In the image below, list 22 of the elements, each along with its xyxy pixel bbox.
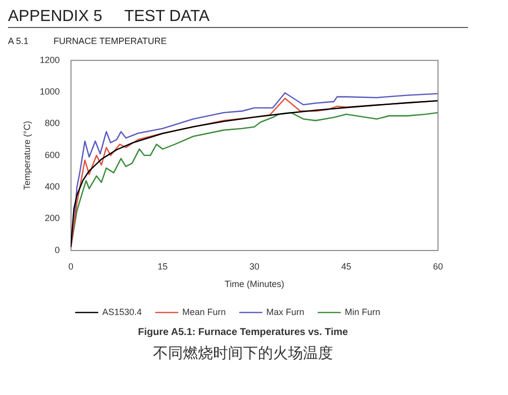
y-tick-label: 200 [44,213,60,224]
y-tick-label: 1200 [40,54,60,65]
x-axis-title: Time (Minutes) [224,279,284,290]
x-tick-label: 15 [158,261,168,272]
legend-label: Mean Furn [182,306,226,317]
y-axis-title: Temperature (°C) [22,120,32,190]
x-tick-label: 30 [249,261,260,272]
caption: Figure A5.1: Furnace Temperatures vs. Time [137,327,349,338]
chart-subtitle: A 5.1 FURNACE TEMPERATURE [8,36,168,46]
y-tick-label: 800 [44,118,60,128]
y-tick-label: 600 [44,150,60,160]
y-tick-label: 400 [44,182,60,192]
text: 不同燃烧时间下的火场温度 [152,344,334,363]
x-tick-label: 45 [341,261,352,272]
legend-label: Max Furn [266,306,304,317]
legend-label: AS1530.4 [102,306,142,317]
y-tick-label: 0 [54,244,60,255]
y-tick-label: 1000 [40,86,60,97]
x-tick-label: 0 [68,261,74,272]
legend-label: Min Furn [344,306,380,317]
chart-title: APPENDIX 5 TEST DATA [8,8,468,28]
x-tick-label: 60 [432,261,444,272]
